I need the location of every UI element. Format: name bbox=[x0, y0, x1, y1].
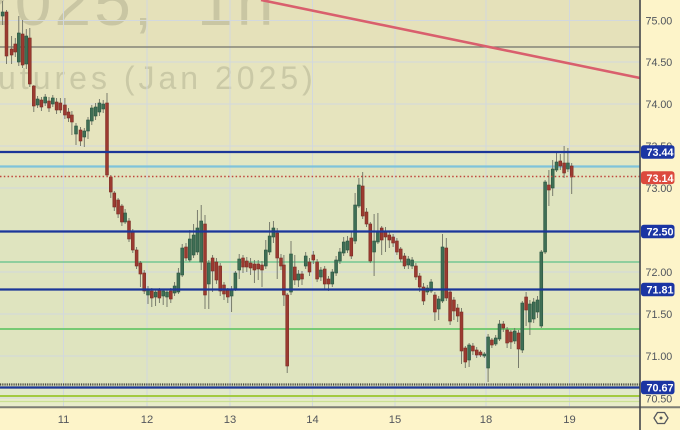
svg-text:11: 11 bbox=[58, 414, 70, 426]
svg-text:utures (Jan 2025): utures (Jan 2025) bbox=[0, 60, 317, 96]
svg-text:18: 18 bbox=[480, 414, 492, 426]
svg-text:2025,: 2025, bbox=[0, 0, 155, 39]
svg-text:74.00: 74.00 bbox=[646, 99, 673, 111]
svg-text:72.50: 72.50 bbox=[647, 227, 674, 239]
svg-text:71.50: 71.50 bbox=[646, 309, 673, 321]
svg-text:1h: 1h bbox=[197, 0, 276, 39]
svg-text:73.44: 73.44 bbox=[647, 147, 674, 159]
svg-text:73.00: 73.00 bbox=[646, 183, 673, 195]
svg-text:15: 15 bbox=[389, 414, 401, 426]
svg-text:14: 14 bbox=[306, 414, 318, 426]
svg-text:72.00: 72.00 bbox=[646, 267, 673, 279]
svg-text:70.50: 70.50 bbox=[646, 393, 673, 405]
svg-text:19: 19 bbox=[563, 414, 575, 426]
svg-text:13: 13 bbox=[224, 414, 236, 426]
svg-text:75.00: 75.00 bbox=[646, 15, 673, 27]
svg-text:73.14: 73.14 bbox=[647, 173, 674, 185]
svg-text:74.50: 74.50 bbox=[646, 57, 673, 69]
svg-text:71.00: 71.00 bbox=[646, 351, 673, 363]
svg-text:12: 12 bbox=[141, 414, 153, 426]
svg-text:70.67: 70.67 bbox=[647, 383, 674, 395]
svg-text:71.81: 71.81 bbox=[647, 285, 674, 297]
